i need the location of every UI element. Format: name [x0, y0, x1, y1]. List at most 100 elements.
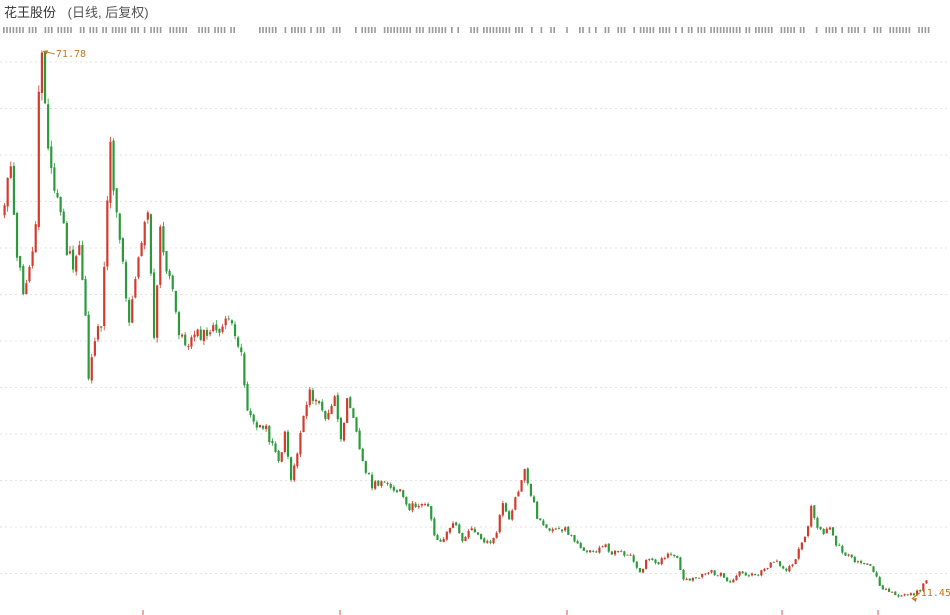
candle-body — [841, 545, 844, 553]
event-marker — [745, 27, 747, 33]
candle-body — [218, 329, 221, 333]
event-marker — [729, 27, 731, 33]
candle-body — [673, 554, 676, 556]
event-marker — [332, 27, 335, 33]
candle-body — [514, 497, 517, 510]
event-marker — [457, 27, 459, 33]
candle-body — [103, 266, 106, 327]
candle-body — [386, 483, 389, 484]
candle-body — [408, 503, 411, 510]
candle-body — [215, 324, 218, 331]
candle-body — [9, 166, 12, 178]
event-marker — [505, 27, 507, 33]
candle-body — [645, 559, 648, 569]
event-marker — [540, 27, 543, 33]
candle-body — [859, 561, 863, 563]
event-marker — [793, 27, 795, 33]
event-marker — [659, 27, 661, 33]
candle-body — [838, 544, 841, 546]
event-marker — [361, 27, 363, 33]
event-marker — [371, 27, 373, 33]
event-marker — [831, 27, 834, 33]
candle-body — [177, 312, 181, 335]
candle-body — [710, 570, 713, 573]
event-marker — [566, 27, 568, 33]
candle-body — [34, 224, 37, 253]
candle-body — [763, 568, 766, 571]
event-marker — [726, 27, 728, 33]
stock-name: 花王股份 — [4, 5, 57, 20]
event-marker — [121, 27, 123, 33]
chart-title-bar: 花王股份 (日线, 后复权) — [4, 2, 149, 20]
candle-body — [554, 528, 557, 530]
candle-body — [271, 440, 274, 444]
event-marker — [489, 27, 491, 33]
candle-body — [704, 573, 707, 575]
event-marker — [102, 27, 104, 33]
period-label: (日线, 后复权) — [67, 5, 149, 20]
event-marker — [492, 27, 495, 33]
event-marker — [748, 27, 751, 33]
event-marker — [431, 27, 434, 33]
candle-body — [258, 425, 262, 428]
candles — [3, 50, 928, 598]
candle-body — [305, 404, 308, 417]
candle-body — [766, 568, 769, 569]
candle-body — [109, 141, 112, 203]
candle-body — [286, 431, 290, 457]
candle-body — [613, 550, 617, 555]
candle-body — [84, 279, 87, 316]
candle-body — [199, 329, 202, 340]
event-marker — [515, 27, 517, 33]
event-marker — [617, 27, 619, 33]
candle-body — [691, 577, 694, 581]
candle-body — [149, 214, 153, 274]
candle-body — [794, 559, 797, 565]
candle-body — [504, 503, 508, 512]
candle-body — [374, 481, 377, 489]
event-marker — [179, 27, 181, 33]
candle-body — [598, 547, 601, 553]
event-marker — [905, 27, 907, 33]
event-marker — [198, 27, 200, 33]
event-marker — [652, 27, 655, 33]
event-marker — [291, 27, 293, 33]
candle-body — [856, 561, 860, 563]
event-marker — [9, 27, 11, 33]
candle-body — [872, 566, 875, 573]
candle-body — [470, 528, 473, 531]
event-marker — [115, 27, 117, 33]
event-marker — [153, 27, 155, 33]
event-marker — [22, 27, 24, 33]
event-marker — [854, 27, 856, 33]
candle-body — [128, 299, 131, 323]
event-marker — [780, 27, 783, 33]
candle-body — [47, 104, 50, 149]
candle-body — [897, 595, 900, 597]
event-marker — [582, 27, 584, 33]
candle-body — [688, 578, 691, 581]
candle-body — [6, 177, 9, 207]
candle-body — [277, 450, 280, 462]
candle-body — [43, 51, 47, 104]
event-marker — [335, 27, 338, 33]
candle-body — [430, 505, 433, 520]
event-marker — [899, 27, 901, 33]
candle-body — [212, 325, 215, 332]
event-marker — [323, 27, 325, 33]
candle-body — [364, 461, 367, 473]
event-marker — [67, 27, 69, 33]
candle-body — [498, 515, 501, 533]
candle-body — [146, 212, 149, 220]
event-marker — [502, 27, 504, 33]
event-marker — [876, 27, 879, 33]
candle-body — [106, 200, 109, 267]
candle-body — [489, 541, 492, 543]
event-marker — [134, 27, 136, 33]
event-marker — [310, 27, 312, 33]
candle-body — [564, 527, 567, 531]
event-marker — [764, 27, 767, 33]
event-marker — [390, 27, 392, 33]
candle-body — [912, 593, 916, 596]
